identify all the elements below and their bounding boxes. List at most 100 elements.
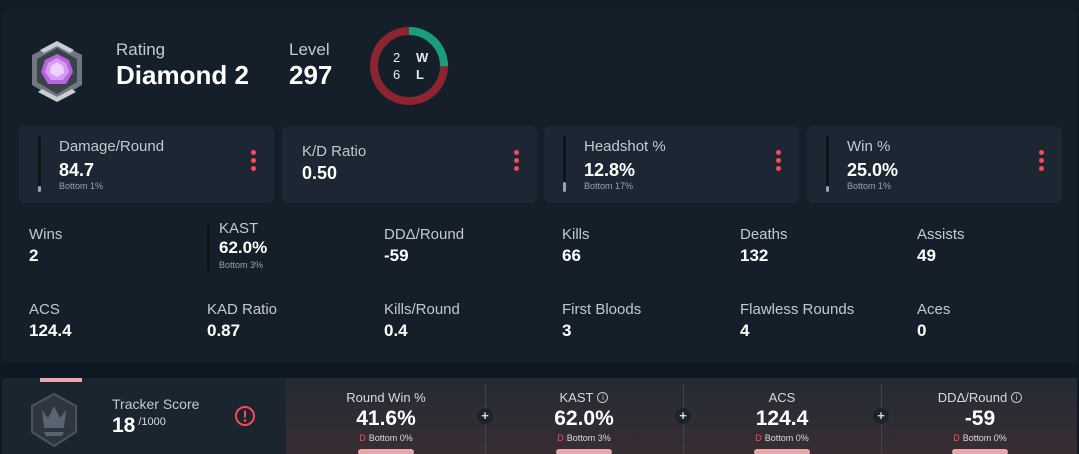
stat-value: 124.4 [29,321,72,340]
breakdown-pill [358,449,414,454]
more-options-icon[interactable] [249,150,257,176]
stat-label: Flawless Rounds [740,301,855,318]
more-options-icon[interactable] [512,150,520,176]
breakdown-percentile: Bottom 0% [368,433,413,443]
breakdown-label: DDΔ/Round i [885,390,1075,405]
level-block: Level 297 [289,40,332,91]
breakdown-pill [952,449,1008,454]
level-label: Level [289,40,330,59]
losses-count: 6 [393,67,401,82]
stat-first-bloods: First Bloods 3 [562,301,641,341]
breakdown-sub: D Bottom 0% [687,433,877,443]
stat-label: Wins [29,226,63,243]
stat-kast: KAST 62.0% Bottom 3% [219,220,267,270]
tracker-score-value: 18/1000 [112,414,166,438]
breakdown-percentile: Bottom 0% [962,433,1007,443]
stat-percentile: Bottom 3% [219,260,264,270]
stat-deaths: Deaths 132 [740,226,788,266]
percentile-bar [38,136,41,192]
card-label: Win % [847,138,891,155]
breakdown-label-text: DDΔ/Round [937,390,1008,405]
info-icon[interactable]: i [597,392,609,403]
stat-kad-ratio: KAD Ratio 0.87 [207,301,277,341]
breakdown-percentile: Bottom 0% [764,433,809,443]
breakdown-acs: ACS 124.4 D Bottom 0% [687,378,877,454]
breakdown-pill [556,449,612,454]
card-value: 25.0% [847,160,899,180]
stat-value: 66 [562,246,581,265]
breakdown-value: 62.0% [554,407,614,430]
info-icon[interactable]: i [1011,392,1023,403]
tracker-score-number: 18 [112,414,136,437]
card-label: Headshot % [584,138,666,155]
diamond-rank-icon [32,41,82,102]
more-options-icon[interactable] [1037,150,1045,176]
breakdown-value: 41.6% [356,407,416,430]
stat-kills-round: Kills/Round 0.4 [384,301,460,341]
stat-assists: Assists 49 [917,226,965,266]
stat-value: 0 [917,321,927,340]
add-compare-button[interactable]: + [477,408,493,424]
more-options-icon[interactable] [774,150,782,176]
loss-letter: L [416,67,424,82]
stat-label: ACS [29,301,60,318]
stat-acs: ACS 124.4 [29,301,72,341]
breakdown-dda-round: DDΔ/Round i -59 D Bottom 0% [885,378,1075,454]
kast-percentile-bar [207,224,210,272]
stat-value: 4 [740,321,750,340]
stat-value: 2 [29,246,39,265]
card-percentile: Bottom 1% [59,181,104,191]
card-win-pct: Win % 25.0% Bottom 1% [807,126,1062,203]
breakdown-value: 124.4 [755,407,809,430]
tracker-score-label: Tracker Score [112,396,200,412]
stat-label: Aces [917,301,951,318]
stat-value: 132 [740,246,769,265]
percentile-bar [563,136,566,192]
breakdown-label: ACS [687,390,877,405]
stat-dda-round: DDΔ/Round -59 [384,226,464,266]
add-compare-button[interactable]: + [675,408,691,424]
stat-value: 0.87 [207,321,241,340]
rating-value: Diamond 2 [116,60,249,90]
top-strip [0,0,1079,10]
breakdown-sub: D Bottom 0% [885,433,1075,443]
tracker-score-max: /1000 [138,416,166,428]
rating-block: Rating Diamond 2 [116,40,249,91]
breakdown-round-win: Round Win % 41.6% D Bottom 0% [291,378,481,454]
add-compare-button[interactable]: + [873,408,889,424]
stat-value: 3 [562,321,572,340]
stat-label: KAD Ratio [207,301,278,318]
win-arc [370,27,448,105]
grade-letter: D [755,433,762,443]
breakdown-percentile: Bottom 3% [566,433,611,443]
breakdown-label-text: ACS [768,390,796,405]
breakdown-pill [754,449,810,454]
breakdown-value: -59 [964,407,996,430]
tracker-score-section: Tracker Score 18/1000 Round Win % 41.6% … [2,378,1077,454]
percentile-bar [826,136,829,192]
stat-value: 49 [917,246,936,265]
breakdown-sub: D Bottom 3% [489,433,679,443]
breakdown-label: Round Win % [291,390,481,405]
tracker-score-emblem-icon [31,392,77,448]
breakdown-sub: D Bottom 0% [291,433,481,443]
card-percentile: Bottom 17% [584,181,634,191]
breakdown-label-text: KAST [559,390,594,405]
percentile-fill [826,186,829,192]
percentile-fill [563,182,566,192]
wins-count: 2 [393,50,401,65]
level-value: 297 [289,60,333,90]
grade-letter: D [557,433,564,443]
stat-aces: Aces 0 [917,301,950,341]
info-icon[interactable] [234,405,256,427]
tracker-score-summary: Tracker Score 18/1000 [2,378,286,454]
stat-value: 0.4 [384,321,408,340]
stat-label: DDΔ/Round [384,226,465,243]
breakdown-kast: KAST i 62.0% D Bottom 3% [489,378,679,454]
breakdown-label: KAST i [489,390,679,405]
grade-letter: D [953,433,960,443]
card-value: 84.7 [59,160,95,180]
stat-label: Kills/Round [384,301,460,318]
stat-label: Kills [562,226,590,243]
rating-label: Rating [116,40,166,59]
